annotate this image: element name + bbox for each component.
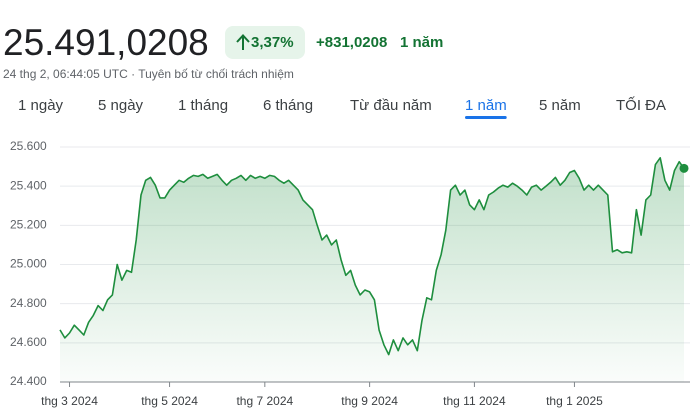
price-line — [59, 157, 685, 356]
price: 25.491,0208 — [3, 22, 209, 63]
last-point — [679, 163, 689, 173]
y-tick-label: 25.600 — [10, 139, 47, 153]
change-badge — [225, 26, 305, 59]
timestamp: 24 thg 2, 06:44:05 UTC · Tuyên bố từ chố… — [3, 67, 294, 81]
tabs: 1 ngày 5 ngày 1 tháng 6 tháng Từ đầu năm 1 nă… — [18, 96, 666, 119]
y-tick-label: 25.400 — [10, 178, 47, 192]
area-fill — [60, 157, 684, 382]
tab[interactable]: Từ đầu năm — [350, 97, 432, 114]
tab[interactable]: TỐI ĐA — [616, 96, 666, 114]
y-tick-label: 25.200 — [10, 218, 47, 232]
x-tick-label: thg 1 2025 — [546, 394, 603, 408]
tab[interactable]: 1 tháng — [178, 97, 228, 114]
x-tick-label: thg 5 2024 — [141, 394, 198, 408]
y-tick-label: 24.600 — [10, 335, 47, 349]
y-tick-label: 24.800 — [10, 296, 47, 310]
change-period: 1 năm — [400, 34, 443, 51]
x-tick-label: thg 11 2024 — [443, 394, 506, 408]
tab[interactable]: 6 tháng — [263, 97, 313, 114]
tab-underline — [465, 116, 507, 119]
tab[interactable]: 1 ngày — [18, 97, 64, 114]
tab[interactable]: 5 năm — [539, 97, 581, 114]
up-arrow — [236, 34, 250, 50]
tab[interactable]: 5 ngày — [98, 97, 144, 114]
change-percent: 3,37% — [251, 34, 294, 51]
x-tick-label: thg 9 2024 — [341, 394, 398, 408]
x-tick-label: thg 7 2024 — [236, 394, 293, 408]
tab[interactable]: 1 năm — [465, 97, 507, 114]
y-tick-label: 25.000 — [10, 257, 47, 271]
y-tick-label: 24.400 — [10, 374, 47, 388]
chart: 24.400 24.600 24.800 25.000 25.200 25.400 25.6… — [10, 139, 690, 408]
change-absolute: +831,0208 — [316, 34, 387, 51]
x-tick-label: thg 3 2024 — [41, 394, 98, 408]
